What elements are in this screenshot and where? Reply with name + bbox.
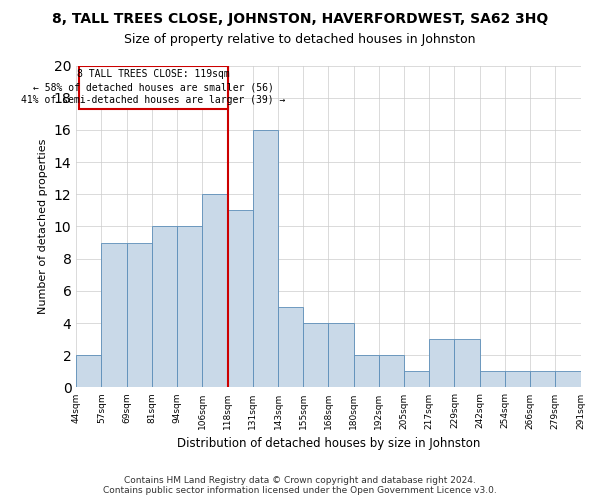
Bar bbox=[379, 355, 404, 388]
Bar bbox=[253, 130, 278, 388]
Bar bbox=[76, 355, 101, 388]
Bar bbox=[404, 372, 429, 388]
Text: 8, TALL TREES CLOSE, JOHNSTON, HAVERFORDWEST, SA62 3HQ: 8, TALL TREES CLOSE, JOHNSTON, HAVERFORD… bbox=[52, 12, 548, 26]
Y-axis label: Number of detached properties: Number of detached properties bbox=[38, 139, 48, 314]
Bar bbox=[555, 372, 581, 388]
Bar bbox=[530, 372, 555, 388]
Text: Size of property relative to detached houses in Johnston: Size of property relative to detached ho… bbox=[124, 32, 476, 46]
Text: 41% of semi-detached houses are larger (39) →: 41% of semi-detached houses are larger (… bbox=[21, 96, 286, 106]
Text: ← 58% of detached houses are smaller (56): ← 58% of detached houses are smaller (56… bbox=[33, 82, 274, 92]
Bar bbox=[152, 226, 177, 388]
Bar bbox=[505, 372, 530, 388]
Bar bbox=[454, 339, 479, 388]
Bar bbox=[328, 323, 353, 388]
Bar bbox=[101, 242, 127, 388]
Bar bbox=[278, 307, 303, 388]
Bar bbox=[353, 355, 379, 388]
Bar bbox=[177, 226, 202, 388]
Text: 8 TALL TREES CLOSE: 119sqm: 8 TALL TREES CLOSE: 119sqm bbox=[77, 69, 230, 79]
Bar bbox=[227, 210, 253, 388]
Bar bbox=[127, 242, 152, 388]
Bar bbox=[79, 66, 227, 109]
Bar bbox=[202, 194, 227, 388]
Bar bbox=[429, 339, 454, 388]
Bar bbox=[303, 323, 328, 388]
X-axis label: Distribution of detached houses by size in Johnston: Distribution of detached houses by size … bbox=[177, 437, 480, 450]
Bar bbox=[479, 372, 505, 388]
Text: Contains HM Land Registry data © Crown copyright and database right 2024.
Contai: Contains HM Land Registry data © Crown c… bbox=[103, 476, 497, 495]
